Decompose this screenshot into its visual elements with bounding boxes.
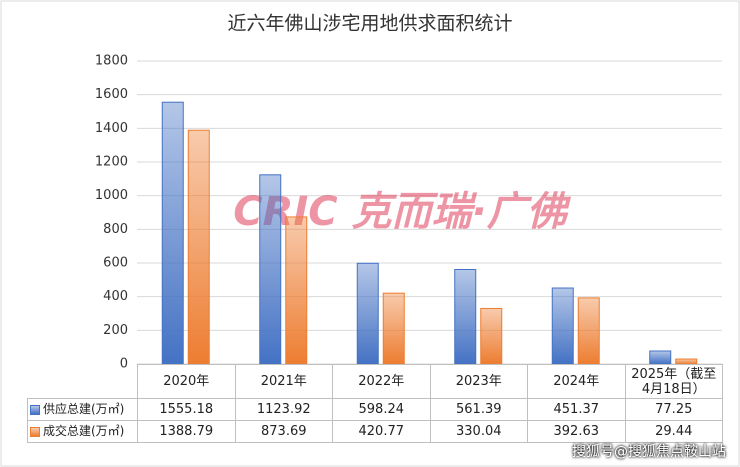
value-cell: 77.25 xyxy=(624,398,723,421)
x-tick-label: 2024年 xyxy=(527,364,626,399)
y-tick-label: 600 xyxy=(103,256,128,271)
bar xyxy=(454,268,477,365)
x-tick-label: 2023年 xyxy=(429,364,528,399)
value-cell: 29.44 xyxy=(624,420,723,443)
bar xyxy=(356,262,379,365)
table-row: 供应总建(万㎡) 1555.18 1123.92 598.24 561.39 451.37… xyxy=(27,398,723,421)
value-cell: 451.37 xyxy=(527,398,626,421)
bar xyxy=(577,297,600,365)
x-tick-label: 2025年（截至4月18日） xyxy=(624,364,723,399)
bar xyxy=(480,307,503,365)
value-cell: 1123.92 xyxy=(234,398,333,421)
bar xyxy=(161,101,184,365)
value-cell: 330.04 xyxy=(429,420,528,443)
value-cell: 1555.18 xyxy=(137,398,236,421)
y-tick-label: 0 xyxy=(120,357,128,372)
bar xyxy=(187,129,210,365)
value-cell: 1388.79 xyxy=(137,420,236,443)
y-tick-label: 1000 xyxy=(95,188,128,203)
legend-entry: 成交总建(万㎡) xyxy=(27,420,138,443)
table-header-row: 2020年 2021年 2022年 2023年 2024年 2025年（截至4月18日） xyxy=(27,364,723,399)
legend-entry: 供应总建(万㎡) xyxy=(27,398,138,421)
bar xyxy=(259,174,282,365)
y-tick-label: 1200 xyxy=(95,155,128,170)
x-tick-label: 2021年 xyxy=(234,364,333,399)
y-tick-label: 400 xyxy=(103,289,128,304)
value-cell: 598.24 xyxy=(332,398,431,421)
legend-swatch xyxy=(30,426,40,437)
footer: 搜狐号@搜狐焦点鞍山站 xyxy=(572,444,726,460)
table-row: 成交总建(万㎡) 1388.79 873.69 420.77 330.04 392.63 2… xyxy=(27,420,723,443)
x-tick-label: 2022年 xyxy=(332,364,431,399)
table-corner xyxy=(27,364,138,399)
y-tick-label: 1600 xyxy=(95,87,128,102)
watermark: CRIC 克而瑞·广佛 xyxy=(233,189,572,235)
y-tick-label: 200 xyxy=(103,323,128,338)
value-cell: 873.69 xyxy=(234,420,333,443)
data-table: 2020年 2021年 2022年 2023年 2024年 2025年（截至4月18日）供… xyxy=(27,364,723,443)
chart-title: 近六年佛山涉宅用地供求面积统计 xyxy=(227,13,512,35)
legend-label: 成交总建(万㎡) xyxy=(43,424,125,438)
legend-swatch xyxy=(30,404,40,415)
bar xyxy=(649,350,672,365)
y-tick-label: 1800 xyxy=(95,54,128,69)
value-cell: 561.39 xyxy=(429,398,528,421)
bar xyxy=(285,216,308,365)
x-tick-label: 2020年 xyxy=(137,364,236,399)
bar xyxy=(551,287,574,365)
y-tick-label: 1400 xyxy=(95,121,128,136)
legend-label: 供应总建(万㎡) xyxy=(43,402,125,416)
value-cell: 420.77 xyxy=(332,420,431,443)
y-tick-label: 800 xyxy=(103,222,128,237)
bar xyxy=(382,292,405,365)
value-cell: 392.63 xyxy=(527,420,626,443)
